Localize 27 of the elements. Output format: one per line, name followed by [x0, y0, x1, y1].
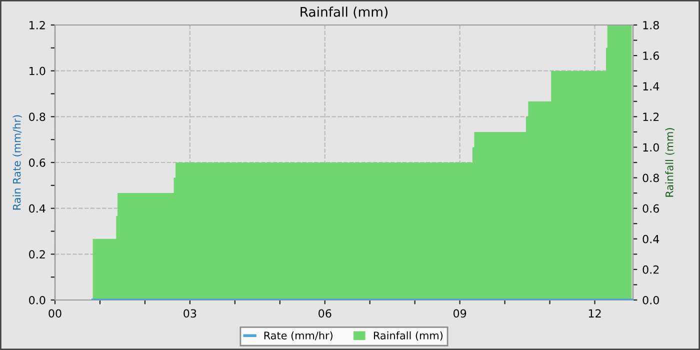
x-tick-label: 12: [588, 309, 601, 318]
y2-tick-label: 1.2: [643, 112, 659, 121]
chart-title: Rainfall (mm): [300, 6, 388, 18]
x-tick-label: 00: [48, 309, 62, 318]
x-tick-label: 03: [184, 309, 196, 318]
y2-tick-label: 1.0: [643, 143, 659, 152]
y2-axis-title: Rainfall (mm): [665, 128, 675, 197]
y2-tick-label: 0.6: [642, 204, 659, 213]
y-tick-label: 0.2: [29, 250, 45, 259]
y-axis-title: Rain Rate (mm/hr): [12, 115, 22, 210]
legend-label: Rainfall (mm): [374, 331, 442, 341]
x-tick-label: 06: [318, 309, 332, 318]
y2-tick-label: 0.2: [642, 265, 659, 274]
y2-tick-label: 0.4: [642, 234, 660, 244]
legend-label: Rate (mm/hr): [264, 331, 332, 341]
y-tick-label: 1.0: [30, 66, 46, 76]
y-tick-label: 1.2: [30, 20, 45, 30]
y-tick-label: 0.8: [29, 112, 46, 122]
y2-tick-label: 1.4: [643, 82, 660, 90]
y2-tick-label: 0.8: [642, 174, 659, 182]
y-tick-label: 0.0: [29, 296, 46, 304]
x-tick-label: 09: [453, 309, 466, 318]
y-tick-label: 0.4: [29, 204, 46, 213]
y2-tick-label: 1.8: [643, 20, 659, 30]
y2-tick-label: 0.0: [642, 296, 659, 304]
y-tick-label: 0.6: [29, 158, 46, 167]
y2-tick-label: 1.6: [643, 52, 659, 60]
